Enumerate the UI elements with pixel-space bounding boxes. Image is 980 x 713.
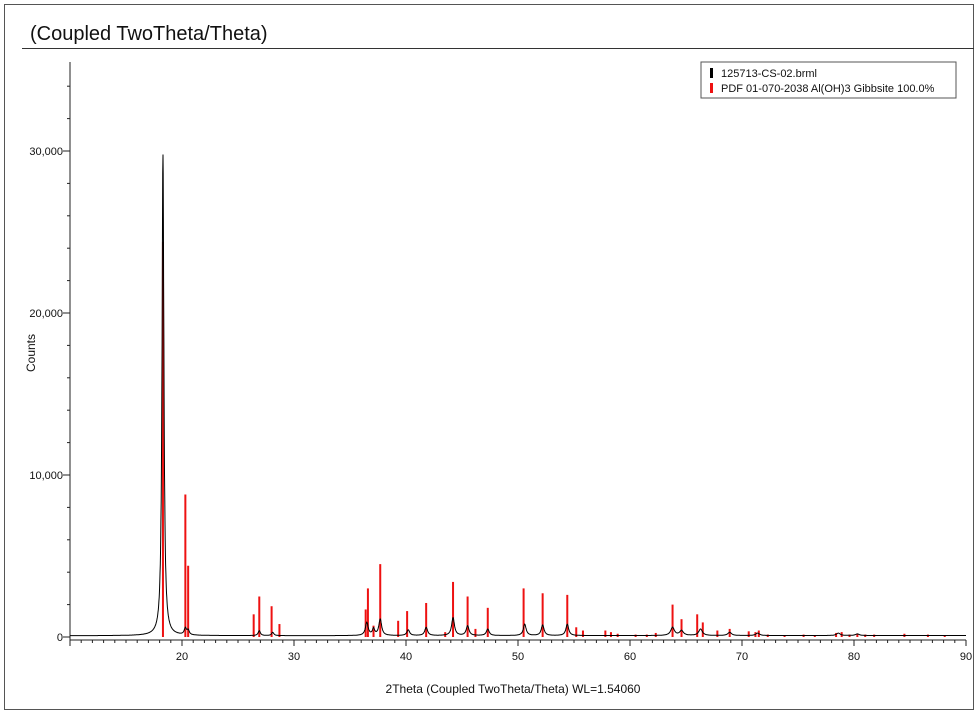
y-tick-label: 10,000 xyxy=(29,470,63,482)
x-tick-label: 30 xyxy=(288,651,300,663)
x-tick-label: 20 xyxy=(176,651,188,663)
y-tick-label: 20,000 xyxy=(29,308,63,320)
y-axis-title: Counts xyxy=(24,334,38,372)
y-tick-label: 0 xyxy=(57,632,63,644)
x-tick-label: 60 xyxy=(624,651,636,663)
y-tick-label: 30,000 xyxy=(29,146,63,158)
x-tick-label: 40 xyxy=(400,651,412,663)
axes-group: 20 30 40 50 60 70 80 90 0 10,000 20,000 30,000 xyxy=(29,62,972,663)
legend-label-reference: PDF 01-070-2038 Al(OH)3 Gibbsite 100.0% xyxy=(721,83,935,95)
legend-label-measured: 125713-CS-02.brml xyxy=(721,68,817,80)
x-tick-label: 80 xyxy=(848,651,860,663)
legend-swatch-reference xyxy=(710,83,713,93)
legend-swatch-measured xyxy=(710,68,713,78)
x-axis-title: 2Theta (Coupled TwoTheta/Theta) WL=1.540… xyxy=(386,682,641,696)
x-tick-label: 90 xyxy=(960,651,972,663)
legend: 125713-CS-02.brml PDF 01-070-2038 Al(OH)… xyxy=(701,62,956,98)
series-group xyxy=(70,155,966,638)
x-tick-label: 70 xyxy=(736,651,748,663)
measured-profile-line xyxy=(70,155,966,636)
x-tick-label: 50 xyxy=(512,651,524,663)
